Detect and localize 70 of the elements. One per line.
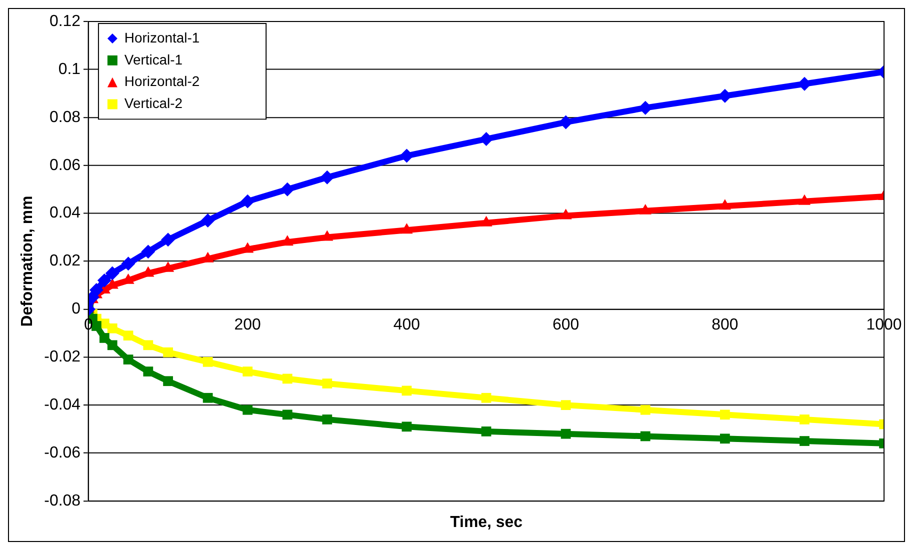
point xyxy=(92,321,102,331)
x-tick-label: 400 xyxy=(393,316,420,334)
point xyxy=(202,356,213,367)
point xyxy=(163,376,173,386)
point xyxy=(560,400,571,410)
point xyxy=(798,76,812,91)
point xyxy=(720,410,730,420)
point xyxy=(638,100,652,115)
point xyxy=(560,208,572,220)
x-tick-label: 200 xyxy=(234,316,262,334)
point xyxy=(99,333,110,343)
point xyxy=(400,148,414,163)
point xyxy=(282,410,292,420)
y-tick-label: 0.08 xyxy=(49,108,81,126)
x-tick-label: 800 xyxy=(712,316,738,334)
point xyxy=(282,374,292,384)
y-tick-label: -0.06 xyxy=(44,444,81,462)
point xyxy=(163,347,173,358)
point xyxy=(123,330,134,340)
point xyxy=(107,340,118,350)
point xyxy=(200,214,215,228)
point xyxy=(322,378,332,388)
point xyxy=(242,366,253,376)
legend-label: Horizontal-2 xyxy=(124,73,200,90)
point xyxy=(479,132,494,146)
x-axis-title: Time, sec xyxy=(450,514,523,531)
point xyxy=(281,235,294,246)
point xyxy=(161,232,176,247)
y-tick-label: 0.06 xyxy=(49,156,81,174)
y-tick-label: -0.08 xyxy=(44,492,81,510)
point xyxy=(143,340,154,350)
point xyxy=(400,223,413,234)
point xyxy=(320,170,334,184)
point xyxy=(800,436,810,446)
point xyxy=(107,323,118,334)
point xyxy=(720,434,730,444)
point xyxy=(143,366,154,376)
point xyxy=(718,199,731,210)
y-tick-label: 0.1 xyxy=(58,60,81,78)
point xyxy=(481,426,492,436)
point xyxy=(481,392,492,403)
legend-label: Vertical-1 xyxy=(124,51,183,68)
legend-label: Vertical-2 xyxy=(124,95,183,112)
y-tick-label: 0.12 xyxy=(49,12,81,30)
point xyxy=(322,414,332,424)
point xyxy=(141,244,156,259)
point xyxy=(640,404,650,415)
point xyxy=(640,431,650,442)
y-tick-label: 0 xyxy=(72,300,81,318)
point xyxy=(123,354,134,364)
y-tick-label: 0.04 xyxy=(49,204,81,222)
point xyxy=(121,256,136,271)
point xyxy=(97,273,112,288)
point xyxy=(560,428,571,439)
point xyxy=(105,266,120,280)
point xyxy=(202,392,213,403)
y-tick-label: -0.02 xyxy=(44,348,81,366)
point xyxy=(280,182,294,196)
point xyxy=(242,404,253,415)
y-tick-label: 0.02 xyxy=(49,252,81,270)
y-axis-title: Deformation, mm xyxy=(18,196,36,327)
point xyxy=(558,115,573,130)
legend-label: Horizontal-1 xyxy=(124,29,200,46)
y-tick-label: -0.04 xyxy=(44,396,81,414)
x-tick-label: 600 xyxy=(552,316,580,334)
point xyxy=(402,386,412,396)
point xyxy=(240,194,255,208)
point xyxy=(89,283,104,297)
point xyxy=(402,422,412,432)
point xyxy=(800,414,810,424)
